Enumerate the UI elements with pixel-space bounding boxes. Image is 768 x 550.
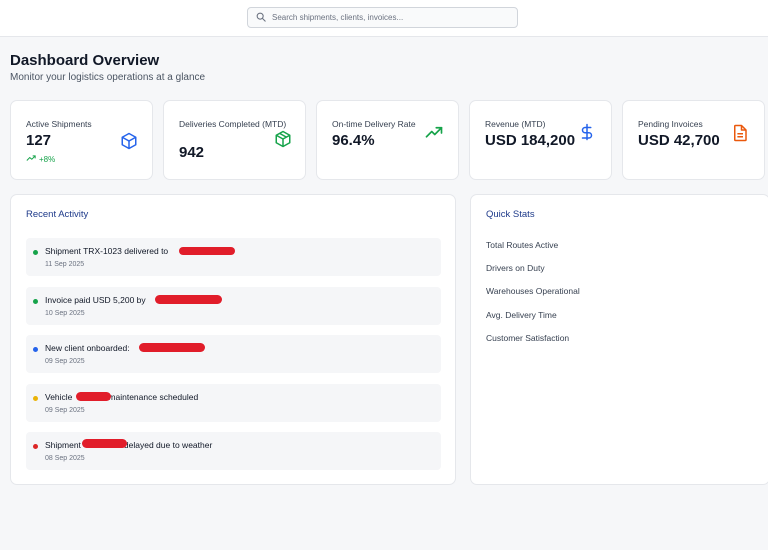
status-dot <box>33 444 38 449</box>
kpi-trend: +8% <box>26 154 55 164</box>
activity-text: Shipment TRX-1023 delivered to <box>45 246 169 256</box>
kpi-label: On-time Delivery Rate <box>332 119 416 129</box>
cube-icon <box>120 132 138 150</box>
package-icon <box>274 130 292 148</box>
activity-item[interactable]: Invoice paid USD 5,200 by 10 Sep 2025 <box>26 287 441 325</box>
activity-text-start: Vehicle <box>45 392 73 402</box>
search-input[interactable] <box>272 13 502 22</box>
activity-item[interactable]: New client onboarded: 09 Sep 2025 <box>26 335 441 373</box>
activity-date: 08 Sep 2025 <box>45 455 85 462</box>
page-subtitle: Monitor your logistics operations at a g… <box>10 72 206 83</box>
recent-activity-panel: Recent Activity Shipment TRX-1023 delive… <box>10 194 456 485</box>
kpi-value: 127 <box>26 132 52 149</box>
kpi-value: 96.4% <box>332 132 375 149</box>
search-box[interactable] <box>247 7 518 28</box>
kpi-trend-value: +8% <box>39 154 56 164</box>
page-title: Dashboard Overview <box>10 52 160 69</box>
activity-date: 09 Sep 2025 <box>45 358 85 365</box>
stat-label-delivery-time: Avg. Delivery Time <box>486 310 557 320</box>
stat-label-warehouses: Warehouses Operational <box>486 286 580 296</box>
document-icon <box>731 124 749 142</box>
dollar-icon <box>578 123 596 141</box>
search-icon <box>256 9 266 27</box>
kpi-card-on-time-rate[interactable]: On-time Delivery Rate 96.4% <box>316 100 459 180</box>
stat-label-drivers: Drivers on Duty <box>486 263 545 273</box>
status-dot <box>33 299 38 304</box>
kpi-value: USD 42,700 <box>638 132 720 149</box>
activity-item[interactable]: Shipment TRX-1023 delivered to 11 Sep 20… <box>26 238 441 276</box>
status-dot <box>33 250 38 255</box>
activity-text-end: maintenance scheduled <box>108 392 199 402</box>
trend-up-icon <box>26 154 39 164</box>
activity-text: New client onboarded: <box>45 343 130 353</box>
redaction-mark <box>179 247 235 255</box>
kpi-card-revenue[interactable]: Revenue (MTD) USD 184,200 <box>469 100 612 180</box>
kpi-label: Active Shipments <box>26 119 92 129</box>
stat-label-satisfaction: Customer Satisfaction <box>486 333 570 343</box>
activity-text-end: delayed due to weather <box>123 440 213 450</box>
activity-date: 11 Sep 2025 <box>45 261 85 268</box>
redaction-mark <box>139 343 205 352</box>
redaction-mark <box>82 439 127 448</box>
kpi-label: Deliveries Completed (MTD) <box>179 119 287 129</box>
activity-text: Shipment delayed due to weather <box>45 440 212 450</box>
kpi-card-active-shipments[interactable]: Active Shipments 127 +8% <box>10 100 153 180</box>
redaction-mark <box>76 392 111 401</box>
quick-stats-title: Quick Stats <box>486 209 535 220</box>
redaction-mark <box>155 295 222 304</box>
status-dot <box>33 347 38 352</box>
kpi-label: Pending Invoices <box>638 119 703 129</box>
activity-text-start: Shipment <box>45 440 81 450</box>
activity-item[interactable]: Shipment delayed due to weather 08 Sep 20… <box>26 432 441 470</box>
quick-stats-panel: Quick Stats Total Routes Active Drivers … <box>470 194 768 485</box>
status-dot <box>33 396 38 401</box>
activity-text: Invoice paid USD 5,200 by <box>45 295 146 305</box>
kpi-card-pending-invoices[interactable]: Pending Invoices USD 42,700 <box>622 100 765 180</box>
kpi-label: Revenue (MTD) <box>485 119 546 129</box>
trending-up-icon <box>425 124 443 142</box>
kpi-card-deliveries-completed[interactable]: Deliveries Completed (MTD) 942 <box>163 100 306 180</box>
recent-activity-title: Recent Activity <box>26 209 89 220</box>
top-bar <box>0 0 768 37</box>
activity-date: 10 Sep 2025 <box>45 310 85 317</box>
activity-item[interactable]: Vehicle maintenance scheduled 09 Sep 2025 <box>26 384 441 422</box>
kpi-value: USD 184,200 <box>485 132 576 149</box>
activity-text: Vehicle maintenance scheduled <box>45 392 198 402</box>
stat-label-routes: Total Routes Active <box>486 240 559 250</box>
activity-date: 09 Sep 2025 <box>45 407 85 414</box>
kpi-value: 942 <box>179 144 205 161</box>
